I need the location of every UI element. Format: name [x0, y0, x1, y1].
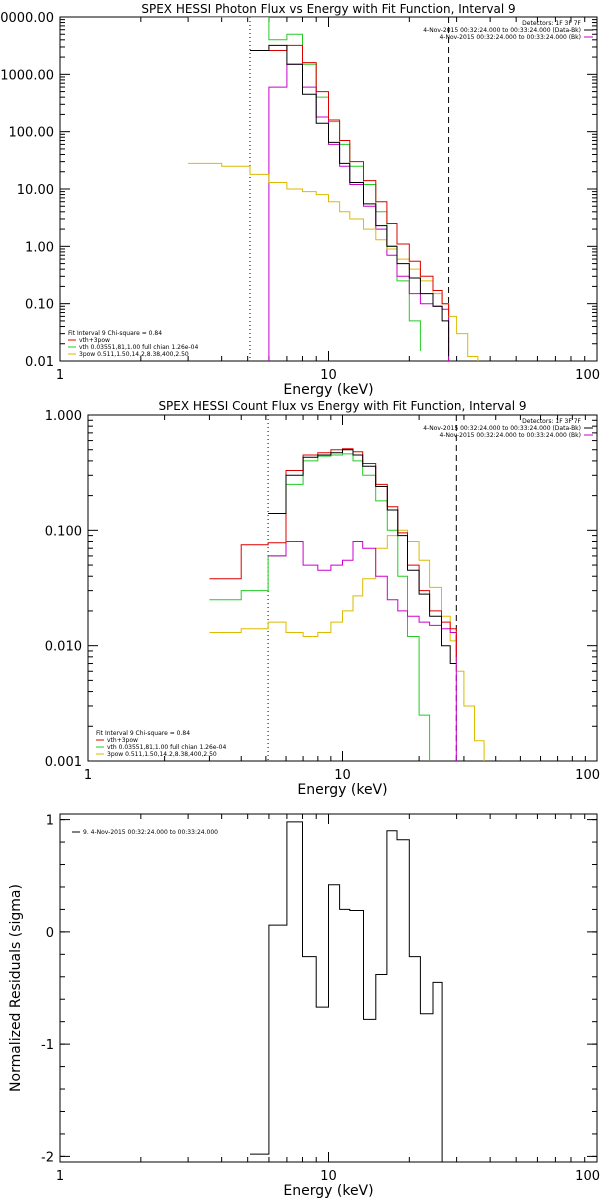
- chart-panel-1: SPEX HESSI Photon Flux vs Energy with Fi…: [0, 2, 600, 398]
- legend-text: vth 0.03551,81,1.00 full chian 1.26e-04: [107, 744, 226, 751]
- series-group: [188, 17, 479, 361]
- series-group: [250, 821, 449, 1162]
- y-axis: 0.01 0.10 1.00 10.00 100.00 1000.00 0000.00: [0, 11, 597, 370]
- x-tick-label: 1: [56, 1169, 64, 1184]
- y-tick-label: 10.00: [17, 183, 54, 198]
- series-line-1: [250, 821, 449, 1162]
- series-line-3: [268, 541, 457, 761]
- header-text: 4-Nov-2015 00:32:24.000 to 00:33:24.000 …: [439, 432, 581, 439]
- series-group: [209, 448, 485, 761]
- x-tick-label: 10: [334, 768, 351, 783]
- legend-text: vth+3pow: [79, 337, 110, 344]
- x-axis-label: Energy (keV): [283, 382, 373, 398]
- y-tick-label: -2: [41, 1150, 54, 1165]
- y-tick-label: -1: [41, 1038, 54, 1053]
- x-tick-label: 1: [56, 368, 64, 383]
- header-text: 4-Nov-2015 00:32:24.000 to 00:33:24.000 …: [423, 425, 581, 432]
- chart-panel-2: SPEX HESSI Count Flux vs Energy with Fit…: [45, 399, 600, 798]
- y-axis-label: Normalized Residuals (sigma): [8, 884, 24, 1092]
- y-tick-label: 0000.00: [0, 11, 54, 26]
- series-line-4: [268, 44, 450, 317]
- series-line-5: [268, 449, 457, 664]
- x-axis: 1 10 100: [56, 814, 600, 1184]
- x-tick-label: 100: [575, 768, 600, 783]
- header-text: 4-Nov-2015 00:32:24.000 to 00:33:24.000 …: [423, 27, 581, 34]
- chart-title: SPEX HESSI Photon Flux vs Energy with Fi…: [141, 2, 515, 16]
- legend-text: 3pow 0.511,1.50,14.2,8.38,400,2.50: [107, 751, 217, 758]
- legend-text: 9. 4-Nov-2015 00:32:24.000 to 00:33:24.0…: [83, 829, 218, 836]
- x-tick-label: 1: [84, 768, 92, 783]
- legend: Fit Interval 9 Chi-square = 0.84vth+3pow…: [96, 730, 226, 758]
- header-text: 4-Nov-2015 00:32:24.000 to 00:33:24.000 …: [439, 34, 581, 41]
- y-axis: -2 -1 0 1: [41, 814, 597, 1165]
- y-tick-label: 0.001: [45, 755, 82, 770]
- x-tick-label: 10: [320, 368, 337, 383]
- legend-text: vth+3pow: [107, 737, 138, 744]
- y-tick-label: 0.010: [45, 640, 82, 655]
- x-tick-label: 100: [575, 368, 600, 383]
- chart-panel-3: 1 10 100 Energy (keV) -2 -1 0 1 Normalized Resid…: [8, 813, 600, 1199]
- header-text: Detectors: 1F 3F 7F: [522, 20, 581, 27]
- x-tick-label: 10: [320, 1169, 337, 1184]
- y-tick-label: 1000.00: [0, 68, 54, 83]
- chart-title: SPEX HESSI Count Flux vs Energy with Fit…: [158, 399, 526, 413]
- y-tick-label: 0.10: [25, 298, 54, 313]
- series-line-5: [250, 44, 450, 357]
- y-axis: 0.001 0.010 0.100 1.000: [45, 409, 597, 770]
- y-tick-label: 0.100: [45, 524, 82, 539]
- legend-text: Fit Interval 9 Chi-square = 0.84: [96, 730, 190, 737]
- legend: 9. 4-Nov-2015 00:32:24.000 to 00:33:24.0…: [72, 829, 218, 836]
- y-tick-label: 1.00: [25, 240, 54, 255]
- legend: Fit Interval 9 Chi-square = 0.84vth+3pow…: [68, 330, 198, 358]
- legend-text: vth 0.03551,81,1.00 full chian 1.26e-04: [79, 344, 198, 351]
- y-tick-label: 100.00: [9, 126, 55, 141]
- x-axis-label: Energy (keV): [283, 1183, 373, 1199]
- legend-text: 3pow 0.511,1.50,14.2,8.38,400,2.50: [79, 351, 189, 358]
- x-tick-label: 100: [575, 1169, 600, 1184]
- legend-text: Fit Interval 9 Chi-square = 0.84: [68, 330, 162, 337]
- y-tick-label: 1.000: [45, 409, 82, 424]
- header-text: Detectors: 1F 3F 7F: [522, 418, 581, 425]
- x-axis-label: Energy (keV): [297, 782, 387, 798]
- y-tick-label: 1: [46, 814, 54, 829]
- x-axis: 1 10 100: [84, 415, 600, 783]
- y-tick-label: 0.01: [25, 355, 54, 370]
- y-tick-label: 0: [46, 926, 54, 941]
